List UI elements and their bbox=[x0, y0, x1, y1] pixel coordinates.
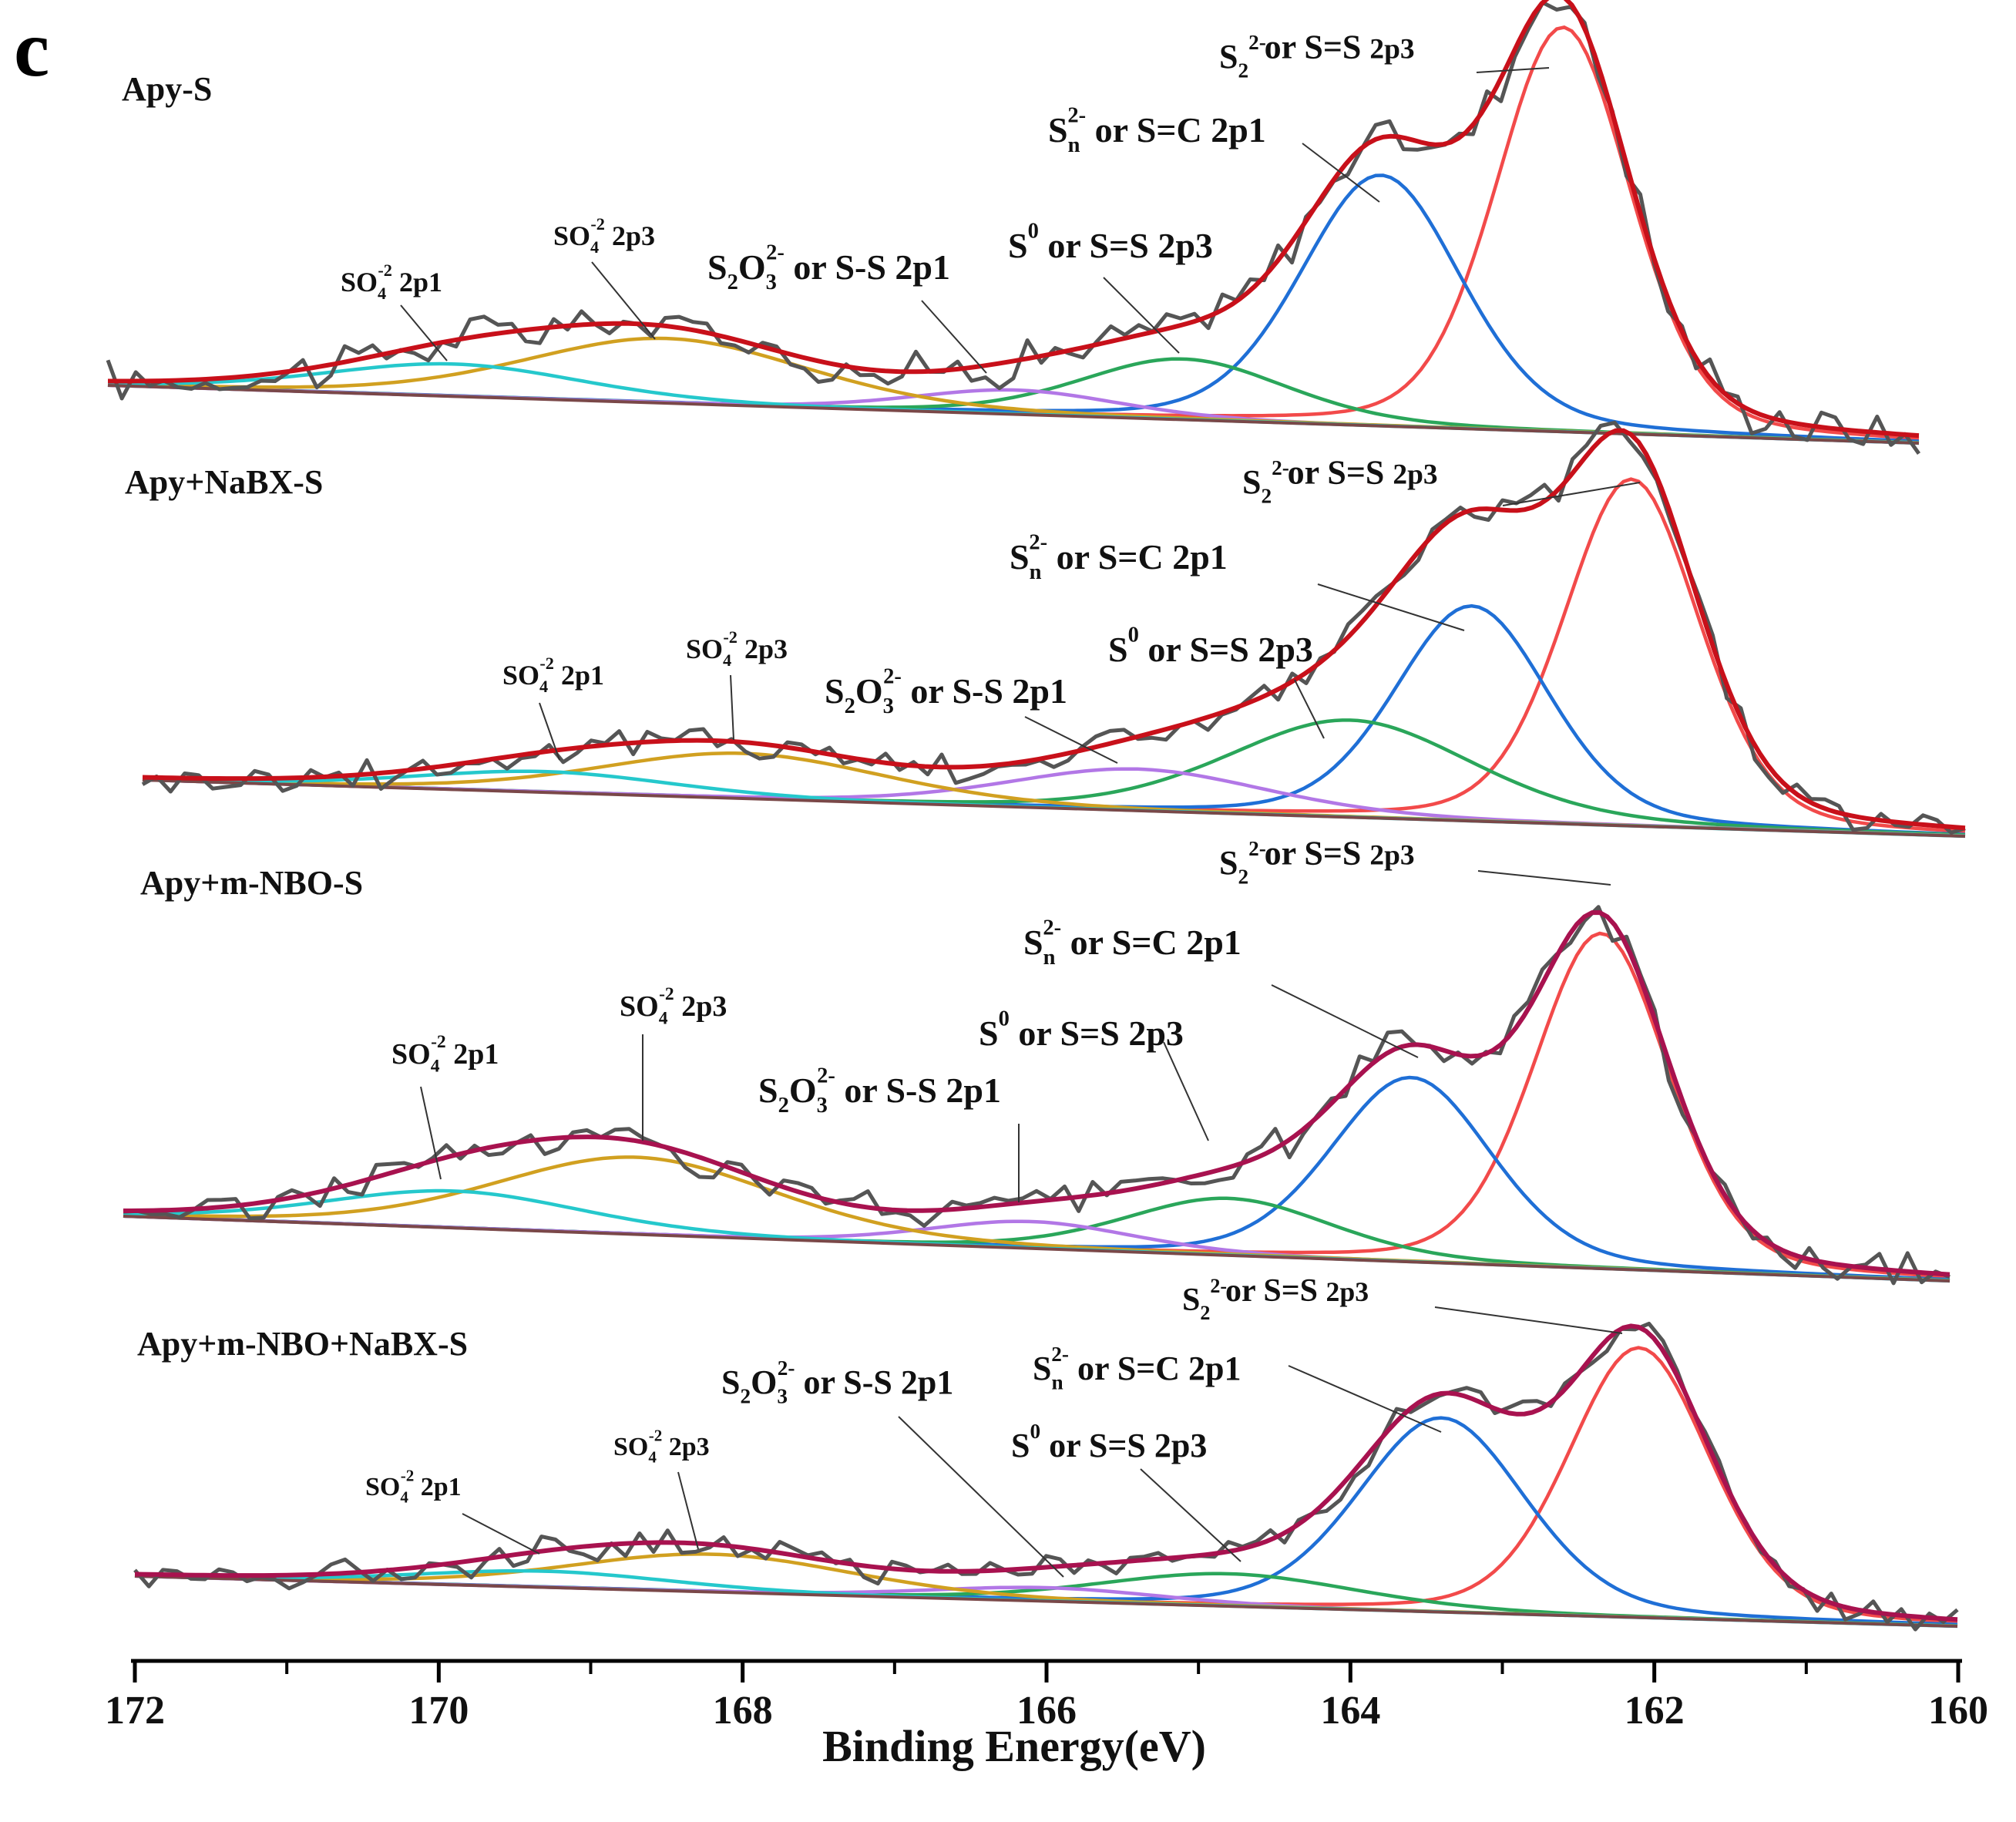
panel-4: Apy+m-NBO+NaBX-S S22- or S=S 2p3 Sn2- or … bbox=[133, 1273, 1959, 1632]
panel-2-title: Apy+NaBX-S bbox=[125, 463, 323, 501]
p2-label-Sn-2p1: Sn2- or S=C 2p1 bbox=[1010, 531, 1228, 584]
p4-label-S0-2p3-leader bbox=[1140, 1468, 1242, 1562]
panel-1-component-Sn_2p1 bbox=[107, 173, 1920, 443]
p1-label-SO4-2p3-leader bbox=[591, 261, 656, 340]
p2-label-S0-2p3: S0 or S=S 2p3 bbox=[1108, 624, 1313, 669]
p3-label-S2O3-2p1: S2O32- or S-S 2p1 bbox=[758, 1064, 1001, 1118]
p1-label-S2-2p3-leader bbox=[1476, 67, 1550, 73]
p1-label-SO4-2p1: SO4-2 2p1 bbox=[341, 261, 442, 303]
p1-label-S0-2p3: S0 or S=S 2p3 bbox=[1008, 220, 1213, 265]
panel-letter: c bbox=[14, 5, 49, 93]
p2-label-SO4-2p3-leader bbox=[730, 674, 734, 741]
panel-2-envelope bbox=[142, 428, 1966, 831]
panel-2-background-line bbox=[142, 778, 1966, 838]
x-tick-label: 170 bbox=[408, 1689, 469, 1733]
p1-label-S2O3-2p1-leader bbox=[921, 300, 987, 374]
p2-label-S2-2p3-leader bbox=[1502, 482, 1641, 506]
panel-1-component-S0_2p3 bbox=[107, 357, 1920, 445]
panel-1-title: Apy-S bbox=[122, 70, 212, 108]
p1-label-Sn-2p1: Sn2- or S=C 2p1 bbox=[1048, 104, 1266, 157]
panel-1-plot: S22- or S=S 2p3 Sn2- or S=C 2p1 S0 or S=S … bbox=[106, 0, 1921, 456]
p1-label-SO4-2p1-leader bbox=[400, 304, 448, 361]
p4-label-Sn-2p1-leader bbox=[1288, 1365, 1442, 1433]
x-axis-ticks: 172 170 168 166 164 162 160 bbox=[105, 1661, 1988, 1733]
p4-label-S0-2p3: S0 or S=S 2p3 bbox=[1011, 1420, 1207, 1464]
panel-4-envelope bbox=[134, 1323, 1958, 1622]
p4-label-S2-2p3: S22- or S=S 2p3 bbox=[1182, 1273, 1369, 1324]
p3-label-S2-2p3: S22- or S=S 2p3 bbox=[1219, 835, 1415, 889]
x-tick-label: 168 bbox=[713, 1689, 773, 1733]
x-tick-label: 160 bbox=[1928, 1689, 1988, 1733]
p4-label-S2O3-2p1-leader bbox=[898, 1416, 1064, 1578]
x-tick-label: 162 bbox=[1625, 1689, 1685, 1733]
x-tick-label: 172 bbox=[105, 1689, 165, 1733]
p3-label-SO4-2p1: SO4-2 2p1 bbox=[391, 1032, 499, 1077]
panel-3-component-SO4_2p3 bbox=[123, 1155, 1950, 1282]
p3-label-Sn-2p1: Sn2- or S=C 2p1 bbox=[1023, 916, 1242, 970]
panel-2-component-S2_2p3 bbox=[142, 477, 1966, 834]
panel-3-component-S0_2p3 bbox=[123, 1196, 1950, 1282]
p3-label-SO4-2p1-leader bbox=[420, 1086, 442, 1180]
p2-label-SO4-2p1: SO4-2 2p1 bbox=[502, 654, 604, 696]
p4-label-S2O3-2p1: S2O32- or S-S 2p1 bbox=[721, 1356, 953, 1408]
p4-label-SO4-2p1-leader bbox=[462, 1513, 540, 1555]
p1-label-SO4-2p3: SO4-2 2p3 bbox=[553, 214, 655, 257]
panel-1-envelope bbox=[108, 0, 1920, 439]
panel-3-title: Apy+m-NBO-S bbox=[140, 864, 363, 902]
p1-label-S0-2p3-leader bbox=[1103, 277, 1180, 354]
x-axis-label: Binding Energy(eV) bbox=[822, 1721, 1206, 1771]
panel-1-background-line bbox=[107, 384, 1920, 445]
panel-4-title: Apy+m-NBO+NaBX-S bbox=[137, 1325, 468, 1363]
p2-label-S2-2p3: S22- or S=S 2p3 bbox=[1242, 454, 1438, 508]
p4-label-SO4-2p3-leader bbox=[677, 1471, 699, 1550]
p2-label-Sn-2p1-leader bbox=[1317, 583, 1465, 631]
p3-label-S0-2p3-leader bbox=[1163, 1041, 1209, 1141]
p3-label-Sn-2p1-leader bbox=[1271, 984, 1419, 1058]
p2-label-SO4-2p1-leader bbox=[539, 702, 560, 761]
p2-label-S2O3-2p1: S2O32- or S-S 2p1 bbox=[825, 665, 1067, 718]
x-tick-label: 164 bbox=[1320, 1689, 1380, 1733]
p3-label-S2-2p3-leader bbox=[1477, 870, 1611, 886]
panel-1: Apy-S S22- or S=S 2p3 Sn2- or S=C 2p1 S0 o… bbox=[106, 0, 1921, 456]
panel-3: Apy+m-NBO-S S22- or S=S 2p3 Sn2- or S=C 2… bbox=[123, 835, 1950, 1286]
p4-label-SO4-2p1: SO4-2 2p1 bbox=[365, 1466, 462, 1506]
panel-2: Apy+NaBX-S S22- or S=S 2p3 Sn2- or S=C 2p… bbox=[125, 420, 1966, 839]
panel-4-plot: S22- or S=S 2p3 Sn2- or S=C 2p1 S0 or S=S … bbox=[133, 1273, 1959, 1632]
p2-label-S0-2p3-leader bbox=[1294, 679, 1325, 739]
p2-label-S2O3-2p1-leader bbox=[1024, 716, 1118, 764]
p4-label-SO4-2p3: SO4-2 2p3 bbox=[613, 1426, 710, 1466]
p1-label-S2O3-2p1: S2O32- or S-S 2p1 bbox=[707, 241, 950, 294]
x-tick-label: 166 bbox=[1016, 1689, 1077, 1733]
p1-label-Sn-2p1-leader bbox=[1302, 143, 1380, 203]
p3-label-S0-2p3: S0 or S=S 2p3 bbox=[979, 1007, 1184, 1053]
panel-4-background-line bbox=[134, 1575, 1958, 1628]
panel-3-background-line bbox=[123, 1215, 1950, 1282]
p4-label-Sn-2p1: Sn2- or S=C 2p1 bbox=[1033, 1343, 1242, 1394]
p1-label-S2-2p3: S22- or S=S 2p3 bbox=[1219, 29, 1415, 82]
panel-3-plot: S22- or S=S 2p3 Sn2- or S=C 2p1 S0 or S=S … bbox=[123, 835, 1950, 1286]
x-axis: 172 170 168 166 164 162 160 Binding Energy(eV) bbox=[105, 1659, 1988, 1771]
p4-label-S2-2p3-leader bbox=[1434, 1306, 1623, 1334]
p2-label-SO4-2p3: SO4-2 2p3 bbox=[686, 627, 788, 670]
panel-3-envelope bbox=[123, 909, 1950, 1277]
p3-label-SO4-2p3: SO4-2 2p3 bbox=[620, 984, 727, 1029]
panel-2-plot: S22- or S=S 2p3 Sn2- or S=C 2p1 S0 or S=S … bbox=[141, 420, 1966, 839]
